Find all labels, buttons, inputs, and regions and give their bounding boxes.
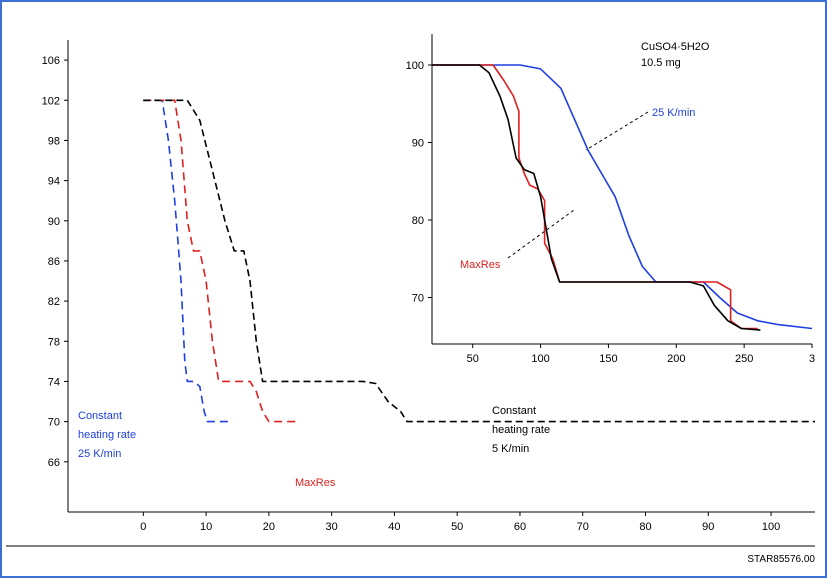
- inset-subtitle: 10.5 mg: [641, 57, 681, 69]
- y-tick-label: 82: [48, 296, 60, 308]
- x-tick-label: 80: [639, 521, 651, 533]
- main-axes: [67, 40, 815, 513]
- x-tick-label: 200: [667, 353, 685, 365]
- inset-x-tick-labels: 50 100 150 200 250 3: [467, 353, 815, 365]
- y-tick-label: 102: [42, 95, 60, 107]
- annotation-black-line1: Constant: [492, 405, 536, 417]
- x-tick-label: 30: [326, 521, 338, 533]
- inset-annotation-25kmin: 25 K/min: [652, 107, 695, 119]
- x-tick-label: 40: [388, 521, 400, 533]
- y-tick-label: 70: [412, 293, 424, 305]
- y-tick-label: 90: [412, 138, 424, 150]
- inset-chart: 70 80 90 100 50 100 150 200 250 3 CuSO4·5H2O 10.…: [406, 30, 815, 365]
- annotation-black-line2: heating rate: [492, 424, 550, 436]
- y-tick-label: 106: [42, 55, 60, 67]
- y-tick-label: 100: [406, 60, 424, 72]
- annotation-black-line3: 5 K/min: [492, 443, 529, 455]
- annotation-red-maxres: MaxRes: [295, 477, 336, 489]
- series-line-0: [432, 64, 813, 330]
- y-tick-label: 74: [48, 376, 60, 388]
- y-tick-label: 70: [48, 417, 60, 429]
- x-tick-label: 100: [762, 521, 780, 533]
- x-tick-label: 50: [467, 353, 479, 365]
- main-x-tick-labels: 0 10 20 30 40 50 60 70 80 90 100: [140, 521, 780, 533]
- x-tick-label: 70: [577, 521, 589, 533]
- annotation-blue-line3: 25 K/min: [78, 448, 121, 460]
- y-tick-label: 98: [48, 135, 60, 147]
- inset-y-tick-labels: 70 80 90 100: [406, 60, 424, 305]
- main-annotations: Constant heating rate 25 K/min MaxRes Co…: [78, 405, 550, 489]
- x-tick-label: 150: [599, 353, 617, 365]
- x-tick-label: 90: [702, 521, 714, 533]
- inset-pointer-25kmin: [585, 111, 649, 151]
- x-tick-label: 60: [514, 521, 526, 533]
- y-tick-label: 94: [48, 176, 60, 188]
- annotation-blue-line2: heating rate: [78, 429, 136, 441]
- series-line-1: [143, 99, 301, 423]
- y-tick-label: 90: [48, 216, 60, 228]
- main-series-group: [143, 99, 815, 423]
- footer-code: STAR85576.00: [747, 554, 815, 565]
- y-tick-label: 86: [48, 256, 60, 268]
- x-tick-label: 3: [809, 353, 815, 365]
- main-y-tick-labels: 66 70 74 78 82 86 90 94 98 102 106: [42, 55, 60, 469]
- series-line-2: [432, 64, 761, 331]
- y-tick-label: 80: [412, 215, 424, 227]
- inset-pointer-maxres: [507, 209, 575, 259]
- inset-background: [420, 30, 810, 350]
- inset-title: CuSO4·5H2O: [641, 41, 710, 53]
- x-tick-label: 50: [451, 521, 463, 533]
- series-line-0: [143, 99, 232, 423]
- inset-annotation-maxres: MaxRes: [460, 259, 501, 271]
- y-tick-label: 66: [48, 457, 60, 469]
- x-tick-label: 100: [531, 353, 549, 365]
- x-tick-label: 20: [263, 521, 275, 533]
- inset-series-group: [432, 64, 813, 331]
- series-line-2: [143, 99, 815, 423]
- x-tick-label: 10: [200, 521, 212, 533]
- x-tick-label: 0: [140, 521, 146, 533]
- annotation-blue-line1: Constant: [78, 410, 122, 422]
- x-tick-label: 250: [735, 353, 753, 365]
- y-tick-label: 78: [48, 336, 60, 348]
- main-tick-marks: [64, 59, 772, 516]
- inset-tick-marks: [428, 64, 813, 348]
